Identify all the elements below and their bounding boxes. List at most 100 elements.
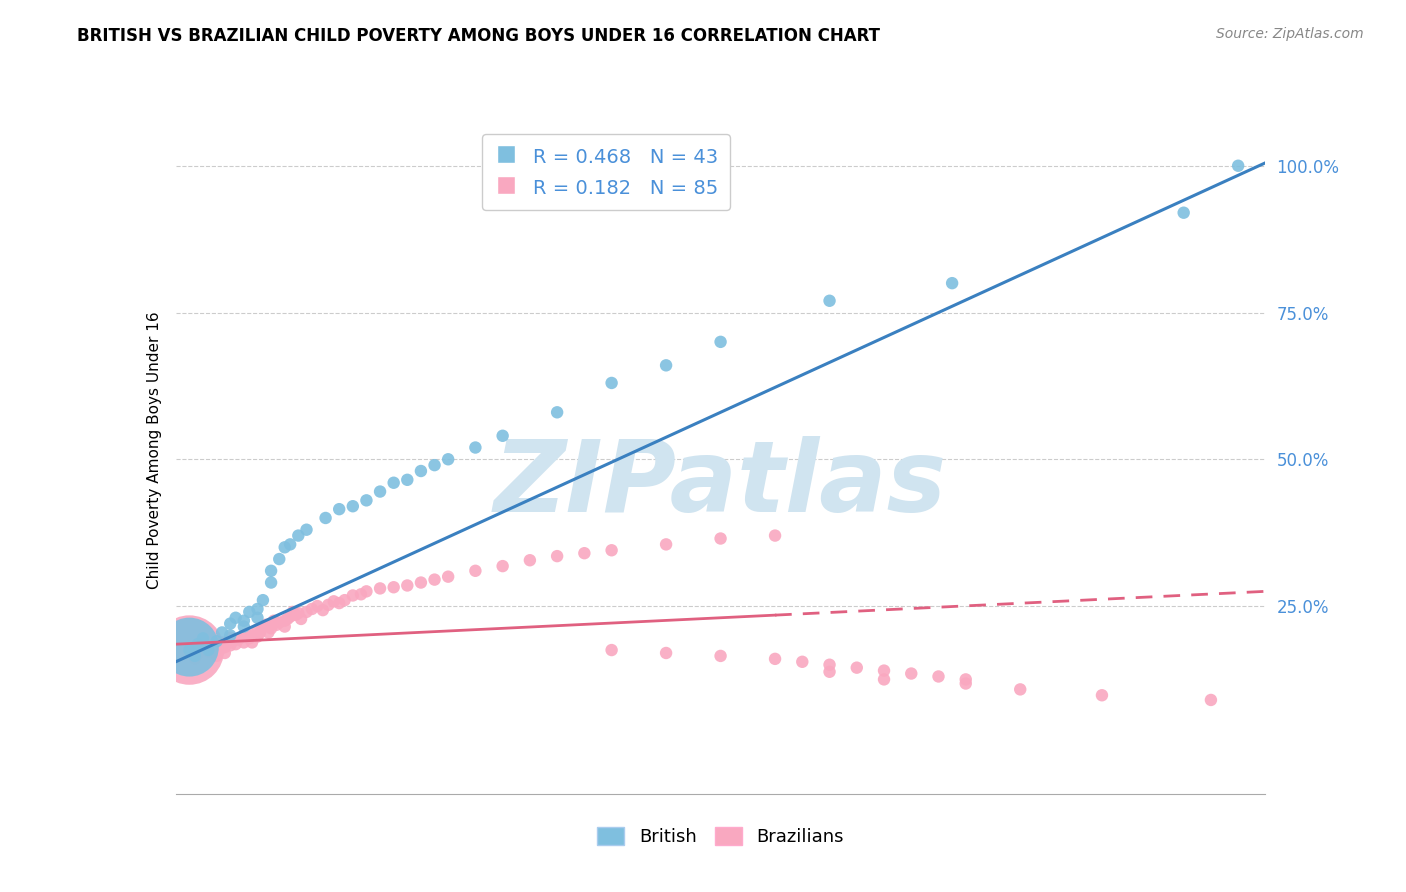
Point (342, 500, 364, 514)
Point (278, 537, 301, 551)
Text: ZIPatlas: ZIPatlas (494, 436, 948, 533)
Point (1227, 159, 1250, 173)
Point (249, 625, 271, 640)
Point (232, 619, 254, 633)
Point (274, 614, 297, 628)
Point (437, 452, 460, 467)
Point (763, 528, 786, 542)
Text: BRITISH VS BRAZILIAN CHILD POVERTY AMONG BOYS UNDER 16 CORRELATION CHART: BRITISH VS BRAZILIAN CHILD POVERTY AMONG… (77, 27, 880, 45)
Text: Source: ZipAtlas.com: Source: ZipAtlas.com (1216, 27, 1364, 41)
Point (955, 676, 977, 690)
Point (328, 596, 350, 610)
Point (186, 647, 209, 661)
Point (350, 587, 373, 601)
Point (205, 648, 228, 663)
Point (276, 612, 298, 626)
Point (263, 614, 285, 628)
Point (409, 464, 432, 478)
Point (246, 602, 269, 616)
Point (225, 611, 247, 625)
Point (546, 405, 568, 419)
Point (191, 641, 214, 656)
Point (710, 334, 733, 349)
Point (179, 643, 201, 657)
Point (396, 473, 419, 487)
Point (322, 594, 344, 608)
Point (655, 537, 678, 551)
Point (274, 619, 297, 633)
Point (845, 661, 868, 675)
Point (1091, 688, 1114, 702)
Point (818, 665, 841, 679)
Point (301, 602, 323, 616)
Point (1173, 205, 1195, 219)
Point (900, 666, 922, 681)
Point (205, 634, 228, 648)
Point (240, 628, 263, 642)
Point (437, 569, 460, 583)
Point (423, 458, 446, 472)
Point (763, 652, 786, 666)
Point (941, 276, 963, 290)
Point (219, 628, 242, 642)
Point (260, 575, 283, 590)
Point (232, 630, 254, 644)
Point (228, 632, 250, 647)
Point (600, 543, 623, 558)
Point (342, 589, 364, 603)
Point (246, 623, 269, 637)
Point (200, 640, 222, 654)
Point (307, 599, 329, 613)
Point (211, 635, 233, 649)
Point (464, 441, 486, 455)
Point (368, 484, 391, 499)
Point (284, 607, 307, 622)
Point (219, 616, 242, 631)
Point (211, 625, 233, 640)
Point (179, 640, 201, 654)
Point (574, 546, 596, 560)
Point (186, 637, 209, 651)
Point (235, 627, 257, 641)
Point (214, 640, 236, 654)
Point (519, 553, 541, 567)
Point (208, 643, 231, 657)
Point (655, 359, 678, 373)
Point (423, 573, 446, 587)
Point (1199, 693, 1222, 707)
Point (252, 619, 274, 633)
Point (252, 593, 274, 607)
Point (409, 575, 432, 590)
Point (246, 630, 269, 644)
Point (1010, 682, 1032, 697)
Point (197, 643, 219, 657)
Point (792, 655, 814, 669)
Point (333, 593, 356, 607)
Point (492, 429, 515, 443)
Point (295, 523, 318, 537)
Point (464, 564, 486, 578)
Point (238, 632, 260, 646)
Point (214, 646, 236, 660)
Point (246, 611, 269, 625)
Y-axis label: Child Poverty Among Boys Under 16: Child Poverty Among Boys Under 16 (146, 311, 162, 590)
Point (600, 643, 623, 657)
Point (396, 578, 419, 592)
Point (269, 615, 291, 630)
Point (290, 612, 312, 626)
Point (873, 673, 896, 687)
Point (315, 511, 337, 525)
Point (287, 606, 309, 620)
Point (238, 605, 260, 619)
Point (184, 648, 207, 663)
Point (368, 582, 391, 596)
Point (873, 664, 896, 678)
Point (222, 634, 245, 648)
Point (260, 616, 283, 631)
Point (600, 376, 623, 390)
Point (955, 673, 977, 687)
Point (260, 621, 283, 635)
Point (197, 645, 219, 659)
Point (257, 625, 280, 640)
Point (179, 643, 201, 657)
